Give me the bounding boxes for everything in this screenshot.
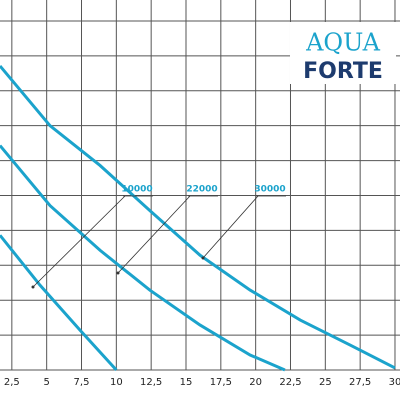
series-label: 22000	[186, 185, 217, 195]
x-tick-label: 22,5	[279, 377, 301, 388]
curve	[0, 65, 396, 370]
leader-line	[202, 195, 259, 259]
x-tick-label: 10	[110, 377, 123, 388]
x-tick-label: 25	[319, 377, 332, 388]
x-tick-label: 27,5	[349, 377, 371, 388]
leader-dot	[116, 271, 120, 275]
curve	[0, 144, 286, 372]
x-tick-label: 12,5	[140, 377, 162, 388]
leader-line	[32, 195, 126, 288]
x-tick-label: 5	[43, 377, 49, 388]
x-tick-label: 2,5	[4, 377, 20, 388]
x-tick-label: 20	[249, 377, 262, 388]
leader-dot	[31, 285, 35, 289]
series-label: 10000	[121, 185, 152, 195]
x-tick-label: 15	[180, 377, 193, 388]
leader-dot	[201, 256, 205, 260]
x-tick-label: 7,5	[74, 377, 90, 388]
curve	[0, 234, 118, 372]
logo-box	[290, 22, 396, 84]
logo-top: AQUA	[305, 29, 380, 57]
x-tick-label: 17,5	[210, 377, 232, 388]
leader-line	[117, 195, 191, 274]
series-label: 30000	[254, 185, 285, 195]
x-tick-label: 30	[389, 377, 400, 388]
logo-bottom: FORTE	[303, 59, 383, 84]
